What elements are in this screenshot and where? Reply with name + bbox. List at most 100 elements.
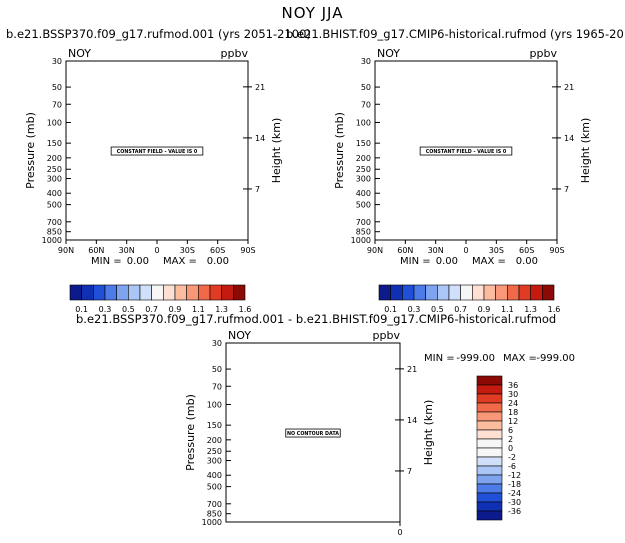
panel-1-xtick-label-4: 30S xyxy=(180,246,195,255)
panel-3-ytick-label-8: 400 xyxy=(207,471,222,480)
panel-1-colorbar-box-0 xyxy=(69,284,82,301)
panel-2-title: b.e21.BHIST.f09_g17.CMIP6-historical.ruf… xyxy=(286,27,625,41)
panel-1-ytick-label-10: 700 xyxy=(47,218,62,227)
panel-2-xtick-label-4: 30S xyxy=(489,246,504,255)
panel-1-y2label: Height (km) xyxy=(270,118,283,184)
panel-2-xtick-label-1: 60N xyxy=(397,246,413,255)
panel-2-ytick-label-0: 30 xyxy=(361,57,371,66)
panel-1-annotation: CONSTANT FIELD - VALUE IS 0 xyxy=(117,149,198,155)
panel-1-ytick-label-4: 150 xyxy=(47,139,62,148)
panel-3-colorbar-box-2 xyxy=(476,393,503,404)
panel-2-colorbar-box-2 xyxy=(402,284,415,301)
panel-1-colorbar-label-5: 1.1 xyxy=(192,305,205,314)
panel-3-ytick-label-12: 1000 xyxy=(202,518,222,527)
panel-1-ytick-label-7: 300 xyxy=(47,175,62,184)
panel-3-colorbar-box-12 xyxy=(476,483,503,494)
panel-3-colorbar-label-13: -30 xyxy=(508,498,521,507)
panel-2-max-label: MAX = xyxy=(472,256,506,267)
panel-1-colorbar-box-3 xyxy=(104,284,117,301)
panel-1-xtick-label-0: 90N xyxy=(58,246,74,255)
panel-3-min-value: -999.00 xyxy=(456,353,495,364)
panel-2-colorbar-box-3 xyxy=(413,284,426,301)
panel-3-colorbar-box-14 xyxy=(476,501,503,512)
panel-2-colorbar-label-6: 1.3 xyxy=(524,305,537,314)
panel-3-ytick-label-4: 150 xyxy=(207,421,222,430)
panel-3-colorbar-box-4 xyxy=(476,411,503,422)
panel-2-ytick-label-8: 400 xyxy=(356,189,371,198)
panel-1-colorbar-label-0: 0.1 xyxy=(75,305,88,314)
panel-1-colorbar-label-7: 1.6 xyxy=(239,305,252,314)
panel-2-ytick-label-11: 850 xyxy=(356,228,371,237)
panel-1-colorbar-box-7 xyxy=(151,284,164,301)
panel-2-xtick-label-2: 30N xyxy=(428,246,444,255)
panel-3-ytick-label-0: 30 xyxy=(212,339,222,348)
panel-3-colorbar-box-15 xyxy=(476,510,503,521)
panel-1-max-value: 0.00 xyxy=(207,256,229,267)
panel-1-colorbar-box-11 xyxy=(198,284,211,301)
panel-3-colorbar-label-12: -24 xyxy=(508,489,521,498)
panel-2-colorbar-box-10 xyxy=(495,284,508,301)
panel-3-ytick-label-6: 250 xyxy=(207,447,222,456)
panel-1-xtick-label-6: 90S xyxy=(240,246,255,255)
panel-2-annotation: CONSTANT FIELD - VALUE IS 0 xyxy=(426,149,507,155)
panel-3-ytick-label-2: 70 xyxy=(212,382,222,391)
panel-2-ytick-label-10: 700 xyxy=(356,218,371,227)
panel-3-annotation-box xyxy=(285,428,341,438)
panel-3-xtick-label-0: 0 xyxy=(397,528,402,537)
panel-3-colorbar-box-7 xyxy=(476,438,503,449)
panel-1-xtick-label-1: 60N xyxy=(88,246,104,255)
panel-3-ytick-label-1: 50 xyxy=(212,365,222,374)
panel-3-colorbar-label-3: 18 xyxy=(508,408,518,417)
panel-2-colorbar-label-3: 0.7 xyxy=(454,305,467,314)
panel-2-y2label: Height (km) xyxy=(579,118,592,184)
panel-3-colorbar-box-3 xyxy=(476,402,503,413)
panel-2-ytick-label-1: 50 xyxy=(361,83,371,92)
panel-3-ylabel: Pressure (mb) xyxy=(184,394,197,471)
panel-3-colorbar-box-0 xyxy=(476,375,503,386)
panel-1-ytick-label-11: 850 xyxy=(47,228,62,237)
panel-1-y2tick-label-0: 21 xyxy=(255,83,265,92)
panel-2-xtick-label-5: 60S xyxy=(519,246,534,255)
panel-3-ytick-label-5: 200 xyxy=(207,436,222,445)
panel-2-y2tick-label-0: 21 xyxy=(564,83,574,92)
panel-2-colorbar-label-7: 1.6 xyxy=(548,305,561,314)
panel-2-xtick-label-3: 0 xyxy=(463,246,468,255)
panel-1-colorbar-box-8 xyxy=(163,284,176,301)
panel-3-colorbar-label-7: 0 xyxy=(508,444,513,453)
panel-2-colorbar-box-8 xyxy=(472,284,485,301)
panel-1-colorbar-box-14 xyxy=(233,284,246,301)
panel-2-xtick-label-0: 90N xyxy=(367,246,383,255)
panel-1-xtick-label-5: 60S xyxy=(210,246,225,255)
panel-1-ytick-label-3: 100 xyxy=(47,118,62,127)
panel-3-plot-frame xyxy=(225,342,401,523)
panel-2-colorbar-label-1: 0.3 xyxy=(408,305,421,314)
panel-2-ytick-label-7: 300 xyxy=(356,175,371,184)
panel-1-ytick-label-12: 1000 xyxy=(42,236,62,245)
panel-1-colorbar-box-13 xyxy=(221,284,234,301)
panel-1-annotation-box xyxy=(110,146,204,156)
panel-3-max-value: -999.00 xyxy=(536,353,575,364)
panel-2-colorbar-box-7 xyxy=(460,284,473,301)
panel-3-colorbar-label-8: -2 xyxy=(508,453,516,462)
panel-1-min-label: MIN = xyxy=(91,256,122,267)
panel-2-annotation-box xyxy=(419,146,513,156)
panel-3-colorbar-label-6: 2 xyxy=(508,435,513,444)
panel-2-colorbar-box-12 xyxy=(518,284,531,301)
panel-3-colorbar-box-1 xyxy=(476,384,503,395)
panel-2-min-label: MIN = xyxy=(400,256,431,267)
panel-3-title: b.e21.BSSP370.f09_g17.rufmod.001 - b.e21… xyxy=(76,312,557,326)
panel-2-y2tick-label-1: 14 xyxy=(564,134,574,143)
panel-1-colorbar-box-4 xyxy=(116,284,129,301)
panel-3-colorbar-box-9 xyxy=(476,456,503,467)
panel-2-colorbar-label-5: 1.1 xyxy=(501,305,514,314)
panel-1-ytick-label-9: 500 xyxy=(47,201,62,210)
panel-3-colorbar-label-11: -18 xyxy=(508,480,521,489)
panel-1-colorbar-box-12 xyxy=(209,284,222,301)
panel-3-colorbar-label-0: 36 xyxy=(508,381,518,390)
panel-1-ytick-label-0: 30 xyxy=(52,57,62,66)
panel-2-ylabel: Pressure (mb) xyxy=(333,112,346,189)
panel-3-annotation: NO CONTOUR DATA xyxy=(287,431,339,437)
panel-1-ytick-label-5: 200 xyxy=(47,154,62,163)
panel-3-ytick-label-10: 700 xyxy=(207,500,222,509)
